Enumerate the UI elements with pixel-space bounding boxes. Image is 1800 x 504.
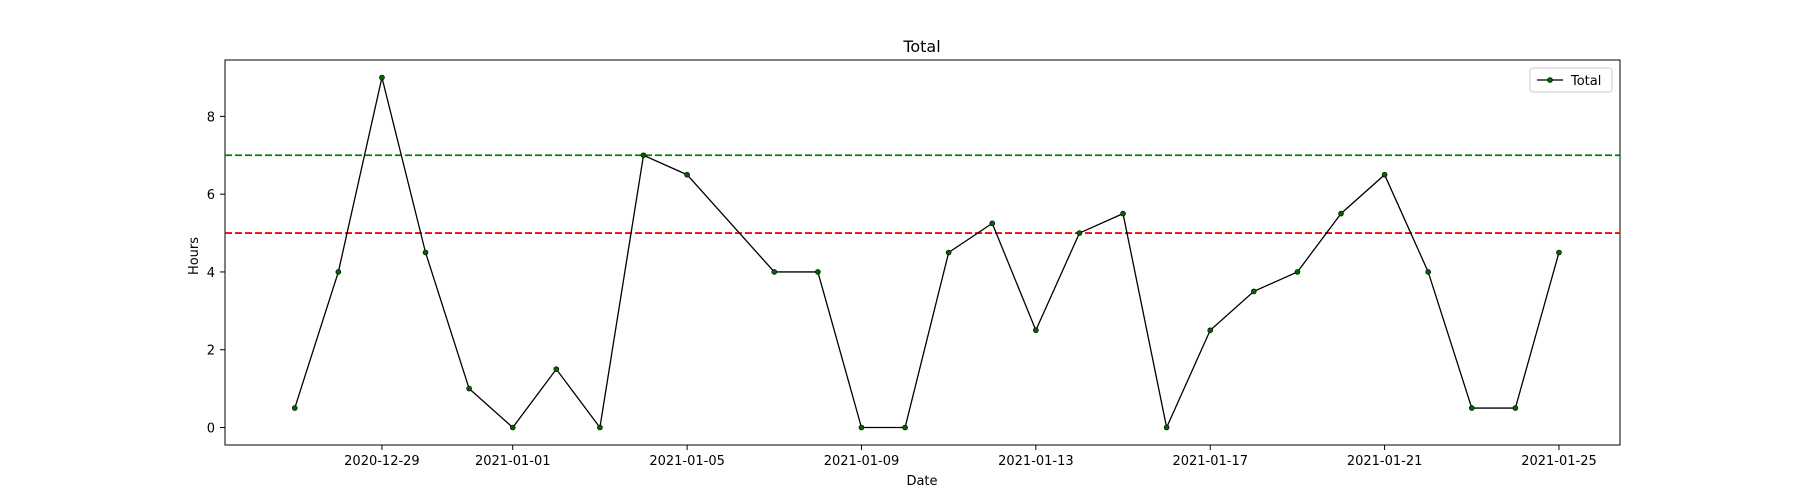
data-point: [1381, 171, 1388, 178]
data-point: [989, 220, 996, 227]
y-axis-label: Hours: [187, 237, 202, 275]
data-point: [1251, 288, 1257, 295]
data-point: [945, 249, 952, 256]
x-tick-label: 2021-01-21: [1347, 454, 1423, 469]
plot-area: 0 2 4 6 8 2020-12-29 2021-01-01 2021-01-05 2021-…: [207, 59, 1621, 469]
data-point: [1556, 249, 1562, 256]
legend: Total: [1529, 67, 1613, 93]
data-point: [1033, 327, 1039, 334]
x-tick-label: 2021-01-25: [1521, 454, 1597, 469]
legend-box: [1529, 67, 1613, 93]
data-point: [379, 74, 385, 81]
data-point: [466, 385, 472, 392]
data-point: [858, 424, 865, 431]
series-line: [294, 77, 1560, 430]
data-point: [771, 269, 778, 275]
x-tick-label: 2021-01-09: [824, 454, 900, 469]
data-point: [422, 249, 429, 256]
data-point: [1468, 405, 1475, 411]
x-axis-label: Date: [906, 474, 937, 489]
x-tick-label: 2021-01-13: [998, 454, 1074, 469]
y-tick-label: 8: [207, 110, 215, 125]
x-tick-label: 2021-01-01: [475, 454, 551, 469]
data-point: [1120, 210, 1126, 217]
data-point: [597, 424, 603, 431]
x-tick-label: 2021-01-17: [1172, 454, 1248, 469]
data-point: [291, 405, 298, 411]
legend-marker: [1547, 77, 1553, 83]
data-point: [509, 424, 516, 431]
data-point: [335, 269, 342, 275]
y-tick-label: 4: [207, 266, 215, 281]
data-point: [1076, 230, 1083, 236]
data-point: [1425, 269, 1431, 275]
data-point: [1294, 269, 1301, 275]
plot-frame: [224, 59, 1621, 446]
y-tick-label: 0: [207, 422, 215, 437]
x-tick-label: 2020-12-29: [344, 454, 420, 469]
y-tick-label: 2: [207, 344, 215, 359]
data-point: [902, 424, 908, 431]
data-point: [815, 269, 821, 275]
y-tick-label: 6: [207, 188, 215, 203]
data-point: [640, 152, 647, 159]
data-point: [553, 366, 560, 372]
data-point: [1338, 210, 1344, 217]
x-tick-label: 2021-01-05: [649, 454, 725, 469]
data-point: [1512, 405, 1519, 411]
data-point: [1207, 327, 1214, 334]
data-point: [1163, 424, 1170, 431]
chart-title: Total: [902, 37, 940, 56]
legend-label: Total: [1570, 74, 1601, 89]
data-point: [684, 171, 690, 178]
